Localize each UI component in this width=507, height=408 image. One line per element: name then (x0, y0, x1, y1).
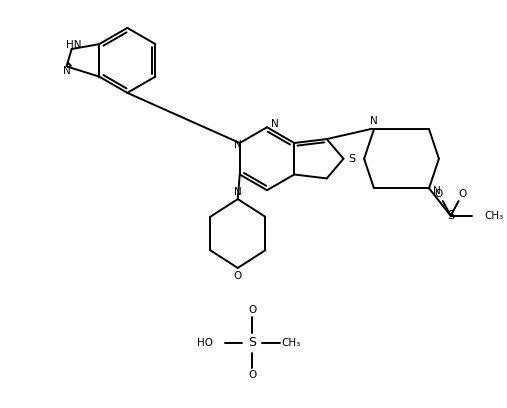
Text: HO: HO (197, 338, 213, 348)
Text: CH₃: CH₃ (282, 338, 301, 348)
Text: CH₃: CH₃ (484, 211, 503, 221)
Text: O: O (248, 305, 257, 315)
Text: O: O (435, 189, 443, 199)
Text: O: O (458, 189, 466, 199)
Text: N: N (433, 186, 441, 196)
Text: O: O (234, 271, 242, 281)
Text: S: S (348, 154, 355, 164)
Text: S: S (248, 336, 256, 349)
Text: HN: HN (66, 40, 81, 50)
Text: N: N (234, 140, 242, 150)
Text: O: O (248, 370, 257, 380)
Text: N: N (234, 187, 242, 197)
Text: S: S (447, 209, 454, 222)
Text: N: N (370, 116, 378, 126)
Text: N: N (271, 119, 279, 129)
Text: N: N (63, 66, 70, 76)
